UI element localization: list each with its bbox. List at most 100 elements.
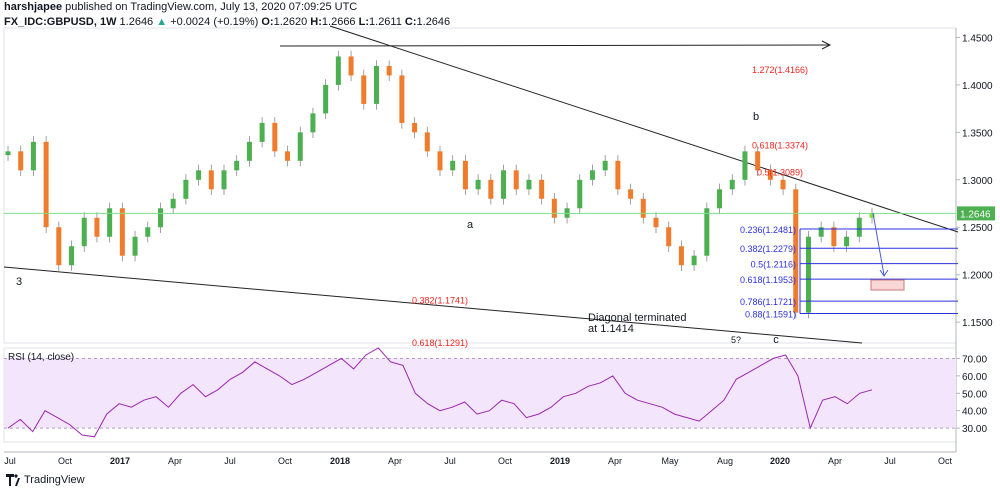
candle-body [526, 179, 532, 190]
last-price: 1.2646 [119, 16, 154, 28]
candle-body [462, 160, 468, 190]
candle-body [551, 198, 557, 218]
rsi-tick-label: 30.00 [962, 424, 987, 435]
change-arrow-icon: ▲ [156, 16, 168, 28]
arrow-head-icon [821, 40, 832, 50]
candle-body [856, 217, 862, 237]
candle-body [246, 141, 252, 161]
diagonal-note-line1: Diagonal terminated [588, 312, 686, 324]
candle-body [234, 160, 240, 171]
candle-body [666, 227, 672, 247]
candle-body [399, 75, 405, 123]
fib-label-blue: 0.236(1.2481) [740, 225, 796, 235]
rsi-title: RSI (14, close) [8, 352, 74, 363]
candle-body [412, 122, 418, 133]
candle-body [81, 217, 87, 247]
candle-body [43, 141, 49, 228]
time-tick-label: Jul [224, 456, 236, 466]
candle-body [513, 170, 519, 190]
rsi-tick-label: 60.00 [962, 372, 987, 383]
candle-body [373, 65, 379, 104]
candle-body [717, 189, 723, 209]
candle-body [628, 189, 634, 199]
time-tick-label: 2019 [550, 456, 570, 466]
candle-body [119, 208, 125, 256]
fib-label-red: 0.618(1.1291) [412, 338, 468, 348]
price-tick-label: 1.3000 [962, 176, 993, 187]
candle-body [170, 198, 176, 209]
candle-body [869, 213, 875, 218]
candle-body [310, 113, 316, 133]
time-tick-label: Aug [717, 456, 733, 466]
symbol-label[interactable]: FX_IDC:GBPUSD, 1W [4, 16, 117, 28]
time-tick-label: 2017 [110, 456, 130, 466]
price-tick-label: 1.3500 [962, 128, 993, 139]
current-price-badge [957, 206, 995, 221]
footer-brand[interactable]: TradingView [24, 474, 85, 486]
diagonal-note-line2: at 1.1414 [588, 323, 634, 335]
open-value: 1.2620 [273, 16, 308, 28]
candle-body [132, 236, 138, 256]
wave-label-c: c [773, 334, 779, 346]
projection-arrowhead-icon [879, 269, 889, 277]
candle-body [539, 179, 545, 199]
fib-label-red: 1.272(1.4166) [752, 65, 808, 75]
publisher-user[interactable]: harshjapee [4, 1, 63, 13]
candle-body [157, 208, 163, 228]
time-tick-label: 2020 [770, 456, 790, 466]
candle-body [5, 151, 11, 156]
candle-body [30, 141, 36, 171]
wave-label-3: 3 [16, 276, 22, 288]
candle-body [678, 246, 684, 266]
candle-body [704, 208, 710, 256]
price-change: +0.0024 (+0.19%) [170, 16, 259, 28]
wave-label-b: b [753, 111, 759, 123]
current-price-label: 1.2646 [960, 209, 991, 220]
low-label: L: [358, 16, 370, 28]
time-tick-label: Apr [828, 456, 842, 466]
price-tick-label: 1.4500 [962, 33, 993, 44]
fib-label-blue: 0.5(1.2116) [751, 260, 796, 270]
candle-body [424, 132, 430, 152]
candle-body [183, 179, 189, 199]
low-value: 1.2611 [369, 16, 402, 28]
candle-body [297, 132, 303, 161]
candle-body [602, 160, 608, 171]
candle-body [221, 170, 227, 190]
candle-body [56, 227, 62, 266]
fib-label-blue: 0.88(1.1591) [745, 309, 796, 319]
time-tick-label: Apr [168, 456, 182, 466]
candle-body [653, 217, 659, 228]
publisher-text: published on TradingView.com, July 13, 2… [65, 1, 358, 13]
candle-body [450, 160, 456, 171]
price-tick-label: 1.1500 [962, 318, 993, 329]
horizontal-arrow-line [279, 44, 831, 47]
candle-body [818, 227, 824, 237]
candle-body [793, 189, 799, 313]
candle-body [780, 179, 786, 190]
candle-body [475, 179, 481, 190]
publisher-line: harshjapee published on TradingView.com,… [4, 0, 994, 14]
target-zone-box [870, 279, 905, 291]
fib-label-blue: 0.618(1.1953) [740, 275, 796, 285]
time-tick-label: Jul [884, 456, 896, 466]
time-tick-label: Oct [498, 456, 513, 466]
time-tick-label: 2018 [330, 456, 350, 466]
price-tick-label: 1.4000 [962, 81, 993, 92]
time-tick-label: Oct [278, 456, 293, 466]
candle-body [69, 246, 75, 266]
rsi-tick-label: 50.00 [962, 389, 987, 400]
candle-body [285, 151, 291, 161]
candle-body [767, 170, 773, 180]
candle-body [577, 179, 583, 209]
rsi-tick-label: 40.00 [962, 407, 987, 418]
candle-body [361, 75, 367, 104]
candle-body [107, 208, 113, 237]
candle-body [691, 255, 697, 266]
chart-header: harshjapee published on TradingView.com,… [4, 0, 994, 29]
time-tick-label: May [661, 456, 679, 466]
time-tick-label: Jul [444, 456, 456, 466]
footer: TradingView [6, 471, 85, 489]
candle-body [323, 84, 329, 114]
